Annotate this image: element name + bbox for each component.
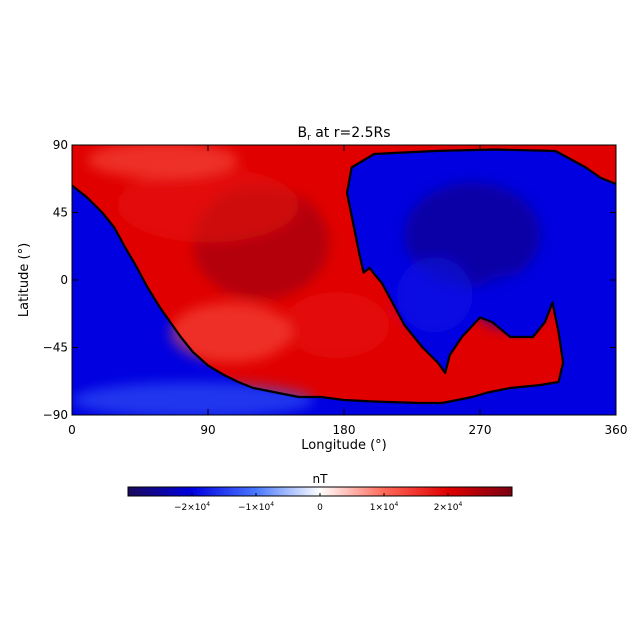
x-tick-label: 270	[469, 423, 492, 437]
y-axis-label: Latitude (°)	[17, 243, 32, 317]
colorbar-tick-label: 1×104	[370, 501, 399, 513]
x-tick-label: 360	[605, 423, 628, 437]
field-blob	[170, 302, 292, 363]
chart-title: Br at r=2.5Rs	[297, 125, 390, 143]
field-blob	[563, 235, 616, 325]
colorbar-tick-label: 2×104	[434, 501, 463, 513]
x-tick-label: 180	[333, 423, 356, 437]
field-blob	[87, 145, 239, 178]
x-axis: 0 90 180 270 360	[68, 145, 627, 437]
field-structures	[72, 145, 616, 415]
y-tick-label: 0	[60, 273, 68, 287]
field-blob	[72, 382, 314, 415]
y-tick-label: −45	[43, 341, 68, 355]
colorbar: nT −2×104 −1×104 0 1×104 2×104	[127, 472, 513, 513]
y-tick-label: 90	[53, 138, 68, 152]
y-tick-label: −90	[43, 408, 68, 422]
field-blob	[283, 292, 390, 358]
colorbar-tick-label: 0	[317, 503, 323, 513]
x-tick-label: 0	[68, 423, 76, 437]
colorbar-tick-label: −1×104	[238, 501, 274, 513]
y-axis: −90 −45 0 45 90	[43, 138, 616, 422]
x-tick-label: 90	[200, 423, 215, 437]
field-blob	[117, 167, 299, 243]
y-tick-label: 45	[53, 206, 68, 220]
field-blob	[396, 257, 473, 333]
field-blob	[472, 275, 548, 330]
plot-area	[72, 145, 616, 415]
x-axis-label: Longitude (°)	[301, 438, 386, 453]
colorbar-ticks: −2×104 −1×104 0 1×104 2×104	[174, 493, 463, 513]
colorbar-tick-label: −2×104	[174, 501, 210, 513]
colorbar-label: nT	[313, 472, 329, 486]
field-blob	[72, 242, 125, 318]
polarity-inversion-line	[72, 148, 616, 405]
